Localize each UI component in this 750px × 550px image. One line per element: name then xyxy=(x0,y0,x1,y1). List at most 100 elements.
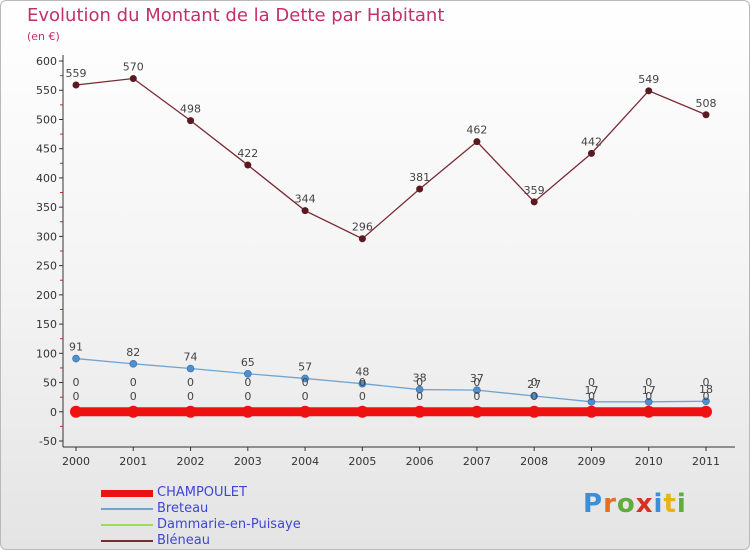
x-tick-label: 2004 xyxy=(291,455,319,468)
data-point xyxy=(587,149,595,157)
data-point xyxy=(184,405,197,418)
data-point xyxy=(241,405,254,418)
data-point xyxy=(585,405,598,418)
data-label-breteau: 57 xyxy=(298,360,312,373)
logo-letter: r xyxy=(603,489,617,519)
legend-label: Dammarie-en-Puisaye xyxy=(157,517,301,532)
data-point xyxy=(356,405,369,418)
data-label-dammarie-en-puisaye: 0 xyxy=(588,376,595,389)
data-point xyxy=(587,398,596,406)
data-point xyxy=(299,405,312,418)
legend-label: CHAMPOULET xyxy=(157,485,247,500)
data-point xyxy=(700,405,712,418)
data-label-breteau: 38 xyxy=(413,372,427,385)
data-point xyxy=(358,235,366,243)
data-label-champoulet: 0 xyxy=(359,390,366,403)
data-label-bleneau: 549 xyxy=(638,73,659,86)
data-label-breteau: 27 xyxy=(527,378,541,391)
data-point xyxy=(470,405,483,418)
y-tick-label: 200 xyxy=(36,289,57,302)
data-label-dammarie-en-puisaye: 0 xyxy=(703,376,710,389)
data-label-bleneau: 359 xyxy=(524,184,545,197)
axes: -50 0 50 100 150 200 250 300 350 400 450 500 550 600 2… xyxy=(36,55,735,468)
data-label-champoulet: 0 xyxy=(531,390,538,403)
data-point xyxy=(72,81,80,89)
data-point xyxy=(413,405,426,418)
series-bl-neau xyxy=(72,75,710,243)
data-point xyxy=(186,364,195,373)
logo-letter: i xyxy=(653,489,664,519)
y-tick-label: 50 xyxy=(43,377,57,390)
x-tick-label: 2010 xyxy=(635,455,663,468)
x-tick-label: 2011 xyxy=(692,455,720,468)
data-point xyxy=(358,379,367,388)
data-point xyxy=(187,117,195,125)
data-label-champoulet: 0 xyxy=(473,390,480,403)
logo-letter: o xyxy=(616,489,636,519)
data-label-breteau: 17 xyxy=(642,384,656,397)
y-tick-label: 350 xyxy=(36,201,57,214)
data-label-dammarie-en-puisaye: 0 xyxy=(359,376,366,389)
data-label-dammarie-en-puisaye: 0 xyxy=(73,376,80,389)
data-label-dammarie-en-puisaye: 0 xyxy=(531,376,538,389)
series-line-bl-neau xyxy=(75,77,707,240)
x-tick-label: 2009 xyxy=(577,455,605,468)
data-label-bleneau: 508 xyxy=(696,97,717,110)
data-label-breteau: 17 xyxy=(584,384,598,397)
data-label-dammarie-en-puisaye: 0 xyxy=(187,376,194,389)
data-label-dammarie-en-puisaye: 0 xyxy=(645,376,652,389)
data-label-champoulet: 0 xyxy=(703,390,710,403)
y-tick-label: 400 xyxy=(36,172,57,185)
data-point xyxy=(416,185,424,193)
data-label-breteau: 91 xyxy=(69,341,83,354)
y-tick-label: 150 xyxy=(36,318,57,331)
logo-letter: P xyxy=(583,489,604,519)
data-point xyxy=(301,207,309,215)
data-point xyxy=(530,198,538,206)
series-breteau xyxy=(72,354,710,406)
series-champoulet xyxy=(70,405,712,418)
data-label-breteau: 82 xyxy=(126,346,140,359)
data-point xyxy=(244,161,252,169)
proxiti-logo: Proxiti xyxy=(583,489,687,519)
x-tick-label: 2003 xyxy=(234,455,262,468)
data-label-bleneau: 381 xyxy=(409,171,430,184)
data-point xyxy=(301,374,309,383)
data-point xyxy=(645,87,653,95)
series-line-breteau xyxy=(75,357,707,403)
data-label-breteau: 74 xyxy=(184,351,198,364)
data-label-bleneau: 344 xyxy=(295,193,316,206)
data-point xyxy=(415,385,424,394)
legend-swatch xyxy=(101,489,153,497)
data-point xyxy=(473,138,481,146)
x-tick-label: 2000 xyxy=(62,455,90,468)
y-tick-label: 250 xyxy=(36,260,57,273)
series-layer xyxy=(70,75,712,418)
data-point xyxy=(129,75,137,83)
data-label-champoulet: 0 xyxy=(187,390,194,403)
x-tick-label: 2008 xyxy=(520,455,548,468)
data-point xyxy=(129,360,138,368)
logo-letter: t xyxy=(663,489,677,519)
y-tick-label: 500 xyxy=(36,113,57,126)
data-label-breteau: 18 xyxy=(699,383,713,396)
data-label-champoulet: 0 xyxy=(244,390,251,403)
data-point xyxy=(642,405,655,418)
data-point xyxy=(528,405,541,418)
y-tick-label: 300 xyxy=(36,230,57,243)
data-label-champoulet: 0 xyxy=(416,390,423,403)
legend-label: Breteau xyxy=(157,501,209,516)
y-tick-label: 550 xyxy=(36,84,57,97)
x-tick-label: 2007 xyxy=(463,455,491,468)
data-label-dammarie-en-puisaye: 0 xyxy=(130,376,137,389)
logo-letter: x xyxy=(635,489,654,519)
data-label-bleneau: 559 xyxy=(66,67,87,80)
y-tick-label: 450 xyxy=(36,143,57,156)
y-tick-label: 100 xyxy=(36,347,57,360)
legend-swatch xyxy=(101,524,153,526)
data-point xyxy=(702,111,710,119)
data-label-breteau: 37 xyxy=(470,372,484,385)
data-point xyxy=(127,405,140,418)
